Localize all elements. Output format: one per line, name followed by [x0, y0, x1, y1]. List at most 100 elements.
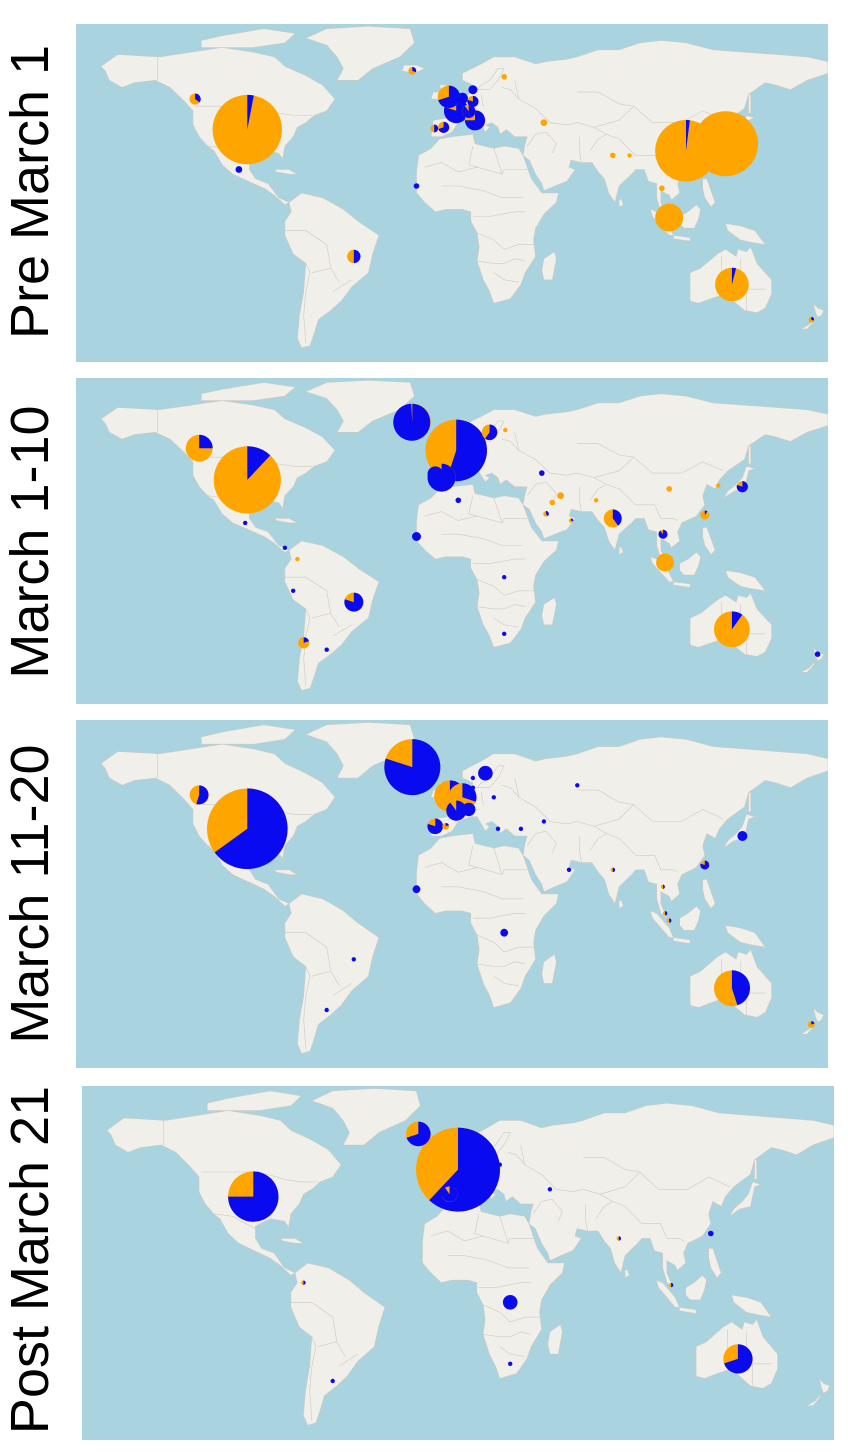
pie-turkey	[518, 826, 524, 831]
pie-slice-blue	[612, 509, 622, 526]
pie-chile	[298, 637, 310, 649]
pie-slice	[666, 486, 672, 492]
pie-malaysia	[656, 553, 675, 572]
border-line	[480, 94, 484, 107]
pie-slice-blue	[446, 419, 487, 482]
pie-senegal	[412, 532, 421, 541]
pie-new-zealand	[814, 651, 821, 657]
pie-india	[616, 1236, 621, 1241]
pie-markers	[189, 66, 815, 323]
land-new-zealand-south	[800, 317, 816, 330]
land-new-guinea	[725, 570, 766, 592]
border-line	[424, 862, 528, 876]
pie-pakistan	[593, 498, 599, 503]
border-line	[468, 146, 478, 168]
pie-switzerland	[462, 802, 476, 817]
world-map	[76, 720, 828, 1068]
land-borneo	[685, 1275, 707, 1301]
pie-iceland	[406, 1121, 431, 1147]
pie-iceland	[393, 403, 431, 441]
pie-slice-blue	[199, 434, 213, 449]
border-line	[317, 1341, 346, 1357]
pie-malaysia	[668, 1282, 674, 1288]
border-line	[311, 970, 340, 986]
land-africa	[416, 833, 559, 1008]
land-java	[673, 581, 691, 588]
land-sumatra	[656, 1279, 680, 1308]
border-line	[520, 1144, 557, 1190]
land-sri-lanka	[618, 899, 624, 909]
border-line	[493, 497, 503, 523]
border-line	[499, 1346, 525, 1357]
border-line	[545, 481, 557, 503]
pie-slice-blue	[303, 1280, 306, 1285]
border-line	[493, 975, 519, 987]
pie-slice-blue	[344, 592, 364, 612]
land-madagascar	[541, 597, 557, 626]
pie-slice-blue	[669, 918, 672, 923]
land-new-zealand-north	[813, 302, 825, 318]
land-new-zealand-south	[806, 1392, 822, 1406]
pie-slice	[468, 85, 478, 95]
pie-new-zealand	[807, 1021, 815, 1028]
world-map	[82, 1086, 834, 1440]
pie-colombia	[301, 1280, 306, 1285]
pie-slice	[437, 1189, 445, 1197]
pie-slice	[235, 166, 243, 173]
pie-algeria	[455, 497, 462, 504]
pie-slice	[541, 819, 547, 824]
world-map-canvas	[76, 24, 828, 362]
pie-oman	[566, 867, 572, 872]
pie-mexico	[235, 166, 243, 173]
pie-denmark	[468, 85, 478, 95]
pie-slice-blue	[665, 911, 668, 916]
border-line	[502, 438, 520, 451]
border-line	[526, 131, 547, 147]
border-line	[284, 230, 332, 269]
land-sakhalin	[748, 792, 752, 813]
land-sumatra	[650, 910, 674, 938]
border-line	[577, 443, 634, 458]
pie-malaysia	[662, 911, 668, 916]
land-madagascar	[541, 954, 557, 984]
border-line	[441, 185, 523, 198]
border-line	[526, 830, 547, 846]
border-line	[441, 533, 523, 546]
pie-georgia	[541, 819, 547, 824]
border-line	[477, 961, 526, 967]
border-line	[332, 983, 352, 996]
border-line	[550, 821, 607, 834]
pie-slice-blue	[438, 85, 461, 108]
land-borneo	[679, 552, 701, 576]
border-line	[477, 604, 526, 610]
pie-thailand	[659, 185, 665, 192]
border-line	[309, 1336, 317, 1421]
pie-iceland	[408, 66, 417, 75]
border-line	[338, 1353, 358, 1367]
pie-slice	[324, 1007, 329, 1013]
pie-slice-blue	[811, 316, 815, 321]
land-cuba	[274, 869, 298, 875]
land-arctic-islands	[201, 724, 296, 745]
pie-slice-blue	[736, 481, 748, 493]
pie-slice	[502, 631, 507, 636]
pie-china	[655, 119, 717, 182]
pie-portugal	[430, 124, 439, 133]
border-line	[589, 134, 607, 151]
land-cuba	[274, 169, 298, 175]
pie-slice-blue	[434, 124, 439, 133]
pie-slice-blue	[462, 783, 477, 802]
pie-slice	[324, 647, 329, 652]
land-greenland	[305, 25, 415, 81]
border-line	[476, 934, 536, 953]
land-borneo	[679, 905, 701, 931]
pie-denmark	[470, 785, 476, 790]
border-line	[311, 267, 340, 283]
border-line	[589, 833, 607, 851]
border-line	[585, 1204, 588, 1232]
pie-slice	[470, 785, 476, 790]
border-line	[472, 211, 526, 217]
border-line	[593, 105, 634, 128]
pie-slice-blue	[438, 121, 450, 133]
land-sri-lanka	[624, 1268, 630, 1279]
